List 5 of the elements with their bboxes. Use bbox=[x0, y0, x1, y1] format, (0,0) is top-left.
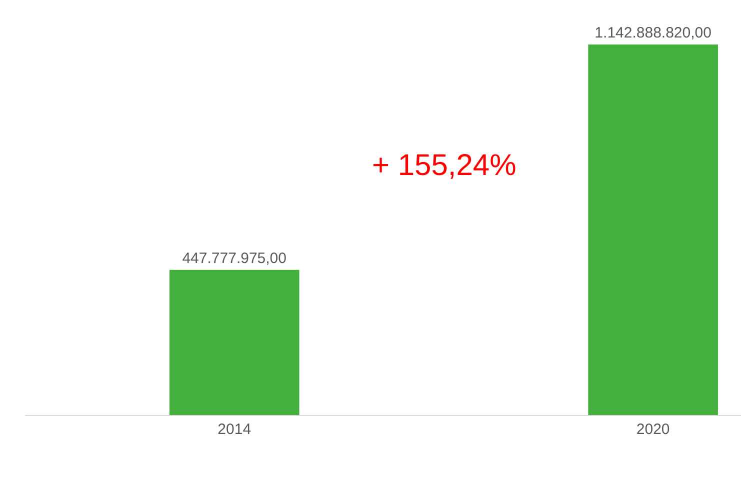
data-label: 447.777.975,00 bbox=[182, 250, 286, 267]
x-tick-label: 2020 bbox=[636, 421, 670, 438]
x-tick-label: 2014 bbox=[218, 421, 252, 438]
data-label: 1.142.888.820,00 bbox=[594, 24, 712, 42]
annotation: + 155,24% bbox=[372, 149, 516, 182]
